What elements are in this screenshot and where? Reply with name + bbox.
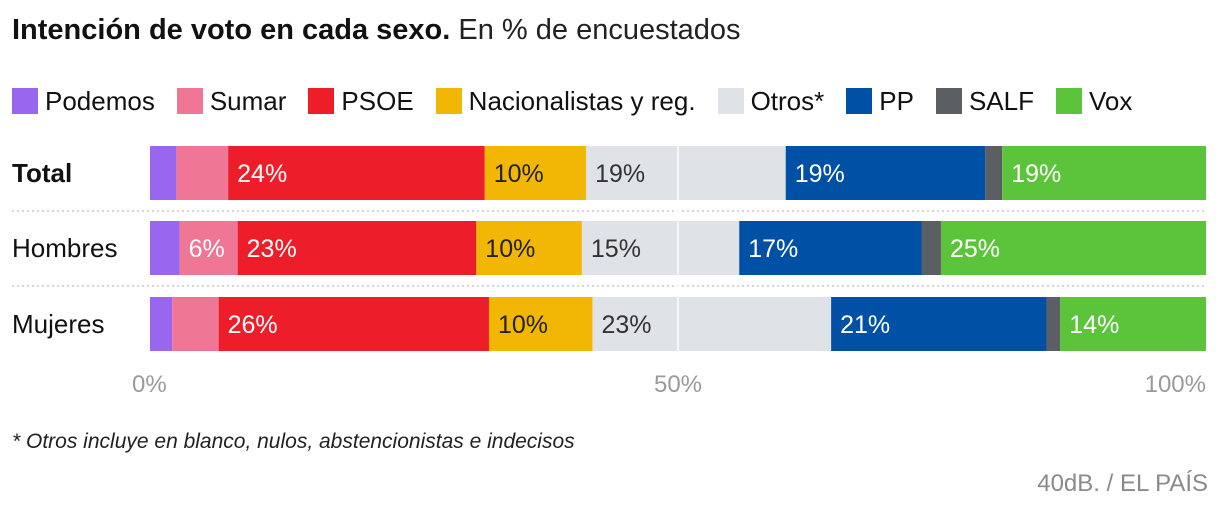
bar-segment-sumar-total xyxy=(176,146,229,200)
data-label-vox-mujeres: 14% xyxy=(1069,311,1119,339)
legend-label: PP xyxy=(879,85,914,116)
row-label-hombres: Hombres xyxy=(12,233,117,263)
legend-item-sumar: Sumar xyxy=(176,85,287,117)
legend-swatch xyxy=(846,88,873,114)
legend-item-vox: Vox xyxy=(1055,85,1133,117)
data-label-psoe-mujeres: 26% xyxy=(228,311,278,339)
data-label-psoe-total: 24% xyxy=(237,160,287,188)
chart-subtitle: En % de encuestados xyxy=(458,14,741,46)
bar-segment-salf-total xyxy=(985,146,1003,200)
stacked-bar-chart: Total 24% 10% 19% 19% 19% Hombres 6% 23% 10% 15% 17… xyxy=(12,146,1206,398)
row-label-total: Total xyxy=(12,158,72,188)
bar-segment-podemos-total xyxy=(150,146,177,200)
x-tick-label: 50% xyxy=(654,371,702,398)
legend-label: Nacionalistas y reg. xyxy=(468,85,696,116)
data-label-vox-total: 19% xyxy=(1011,160,1061,188)
bar-segment-sumar-mujeres xyxy=(172,297,219,351)
bar-segment-vox-total xyxy=(1002,146,1206,200)
legend-item-nacionalistas-y-reg: Nacionalistas y reg. xyxy=(435,85,696,117)
legend-swatch xyxy=(308,88,335,114)
bar-segment-psoe-total xyxy=(228,146,485,200)
data-label-sumar-hombres: 6% xyxy=(189,235,225,263)
legend-item-otros: Otros* xyxy=(717,85,825,117)
data-label-otros-mujeres: 23% xyxy=(601,311,651,339)
legend: Podemos Sumar PSOE Nacionalistas y reg. Otro… xyxy=(12,84,1154,118)
legend-label: Sumar xyxy=(209,85,287,116)
bar-segment-podemos-hombres xyxy=(150,221,180,275)
bar-segment-pp-total xyxy=(785,146,986,200)
x-tick-label: 0% xyxy=(132,371,167,398)
bar-segment-pp-mujeres xyxy=(831,297,1047,351)
data-label-pp-hombres: 17% xyxy=(748,235,798,263)
source-credit: 40dB. / EL PAÍS xyxy=(1037,470,1208,497)
footnote: * Otros incluye en blanco, nulos, absten… xyxy=(12,430,575,453)
legend-item-psoe: PSOE xyxy=(308,85,414,117)
legend-item-pp: PP xyxy=(846,86,914,117)
data-label-nacionalistas-y-reg-total: 10% xyxy=(494,160,544,188)
legend-item-salf: SALF xyxy=(935,85,1034,117)
data-label-pp-total: 19% xyxy=(795,160,845,188)
chart-title: Intención de voto en cada sexo. En % de … xyxy=(12,14,741,47)
legend-swatch xyxy=(1055,88,1082,114)
bar-segment-nacionalistas-y-reg-hombres xyxy=(476,221,582,275)
bar-segment-salf-mujeres xyxy=(1046,297,1061,351)
legend-swatch xyxy=(435,88,462,114)
bar-segment-nacionalistas-y-reg-total xyxy=(484,146,587,200)
data-label-vox-hombres: 25% xyxy=(950,235,1000,263)
legend-swatch xyxy=(717,88,744,114)
bar-segment-salf-hombres xyxy=(921,221,941,275)
legend-label: Otros* xyxy=(750,85,825,116)
bar-segment-psoe-mujeres xyxy=(218,297,489,351)
data-label-otros-total: 19% xyxy=(595,160,645,188)
bar-segment-vox-hombres xyxy=(940,221,1206,275)
data-label-nacionalistas-y-reg-hombres: 10% xyxy=(485,235,535,263)
bar-segment-psoe-hombres xyxy=(237,221,477,275)
data-label-nacionalistas-y-reg-mujeres: 10% xyxy=(498,311,548,339)
bar-segment-vox-mujeres xyxy=(1060,297,1206,351)
legend-label: PSOE xyxy=(341,85,414,116)
legend-item-podemos: Podemos xyxy=(12,86,155,117)
chart-title-main: Intención de voto en cada sexo. xyxy=(12,14,451,46)
bar-segment-pp-hombres xyxy=(739,221,922,275)
bar-segment-otros-total xyxy=(586,146,786,200)
data-label-pp-mujeres: 21% xyxy=(840,311,890,339)
bar-segment-otros-hombres xyxy=(581,221,740,275)
data-label-otros-hombres: 15% xyxy=(591,235,641,263)
legend-swatch xyxy=(935,88,962,114)
bar-segment-nacionalistas-y-reg-mujeres xyxy=(488,297,593,351)
bar-segment-sumar-hombres xyxy=(179,221,238,275)
legend-swatch xyxy=(12,88,38,114)
legend-swatch xyxy=(176,88,203,114)
bar-segment-otros-mujeres xyxy=(592,297,832,351)
bar-segment-podemos-mujeres xyxy=(150,297,173,351)
legend-label: Vox xyxy=(1088,85,1133,116)
legend-label: Podemos xyxy=(45,85,155,116)
data-label-psoe-hombres: 23% xyxy=(247,235,297,263)
legend-label: SALF xyxy=(968,85,1034,116)
x-tick-label: 100% xyxy=(1145,371,1206,398)
row-label-mujeres: Mujeres xyxy=(12,309,104,339)
